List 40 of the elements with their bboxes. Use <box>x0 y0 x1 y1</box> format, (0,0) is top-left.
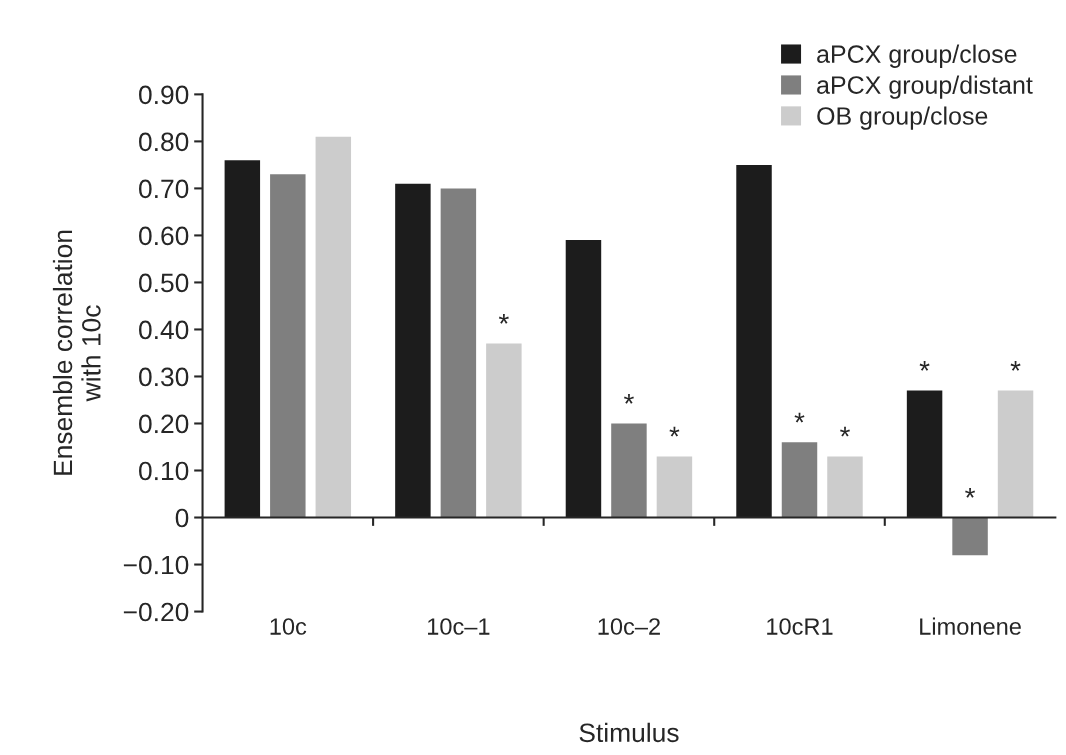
y-axis-title: Ensemble correlation with 10c <box>52 230 101 475</box>
bar <box>315 136 352 518</box>
y-tick-label: 0.80 <box>139 132 189 152</box>
bar <box>270 174 306 518</box>
data-label: * <box>1010 361 1021 371</box>
y-tick-label: 0.50 <box>139 273 189 293</box>
data-label: * <box>919 361 930 371</box>
data-label: * <box>623 393 634 404</box>
data-label: * <box>669 426 680 437</box>
bar <box>440 188 477 518</box>
y-tick-label: 0.40 <box>139 320 189 340</box>
bar <box>952 517 988 556</box>
y-tick-label: 0.30 <box>139 367 189 387</box>
y-tick-label: 0.10 <box>139 461 189 481</box>
y-tick-label: −0.20 <box>123 602 189 622</box>
legend-label: OB group/close <box>817 106 988 130</box>
data-label: * <box>965 487 976 498</box>
data-label: * <box>794 412 805 423</box>
data-label: * <box>498 313 509 324</box>
bar <box>997 390 1034 518</box>
bar <box>827 456 863 518</box>
x-tick-label: 10cR1 <box>767 618 833 635</box>
legend-label: aPCX group/distant <box>817 75 1033 99</box>
y-tick-label: 0.90 <box>139 85 189 105</box>
y-tick-label: 0 <box>175 508 189 528</box>
bar <box>611 423 647 518</box>
y-tick-label: 0.70 <box>139 179 189 199</box>
x-tick-label: Limonene <box>920 617 1021 635</box>
bar <box>656 456 693 518</box>
bar <box>781 442 818 518</box>
y-tick-label: 0.60 <box>139 226 189 246</box>
x-tick-label: 10c–1 <box>428 618 490 635</box>
data-label: * <box>840 426 850 437</box>
bar <box>486 343 522 518</box>
x-tick-label: 10c <box>270 618 307 635</box>
x-axis-title: Stimulus <box>579 722 679 743</box>
y-tick-label: 0.20 <box>139 414 189 434</box>
legend-label: aPCX group/close <box>817 44 1017 68</box>
y-tick-label: −0.10 <box>123 555 189 575</box>
x-tick-label: 10c–2 <box>598 618 660 635</box>
